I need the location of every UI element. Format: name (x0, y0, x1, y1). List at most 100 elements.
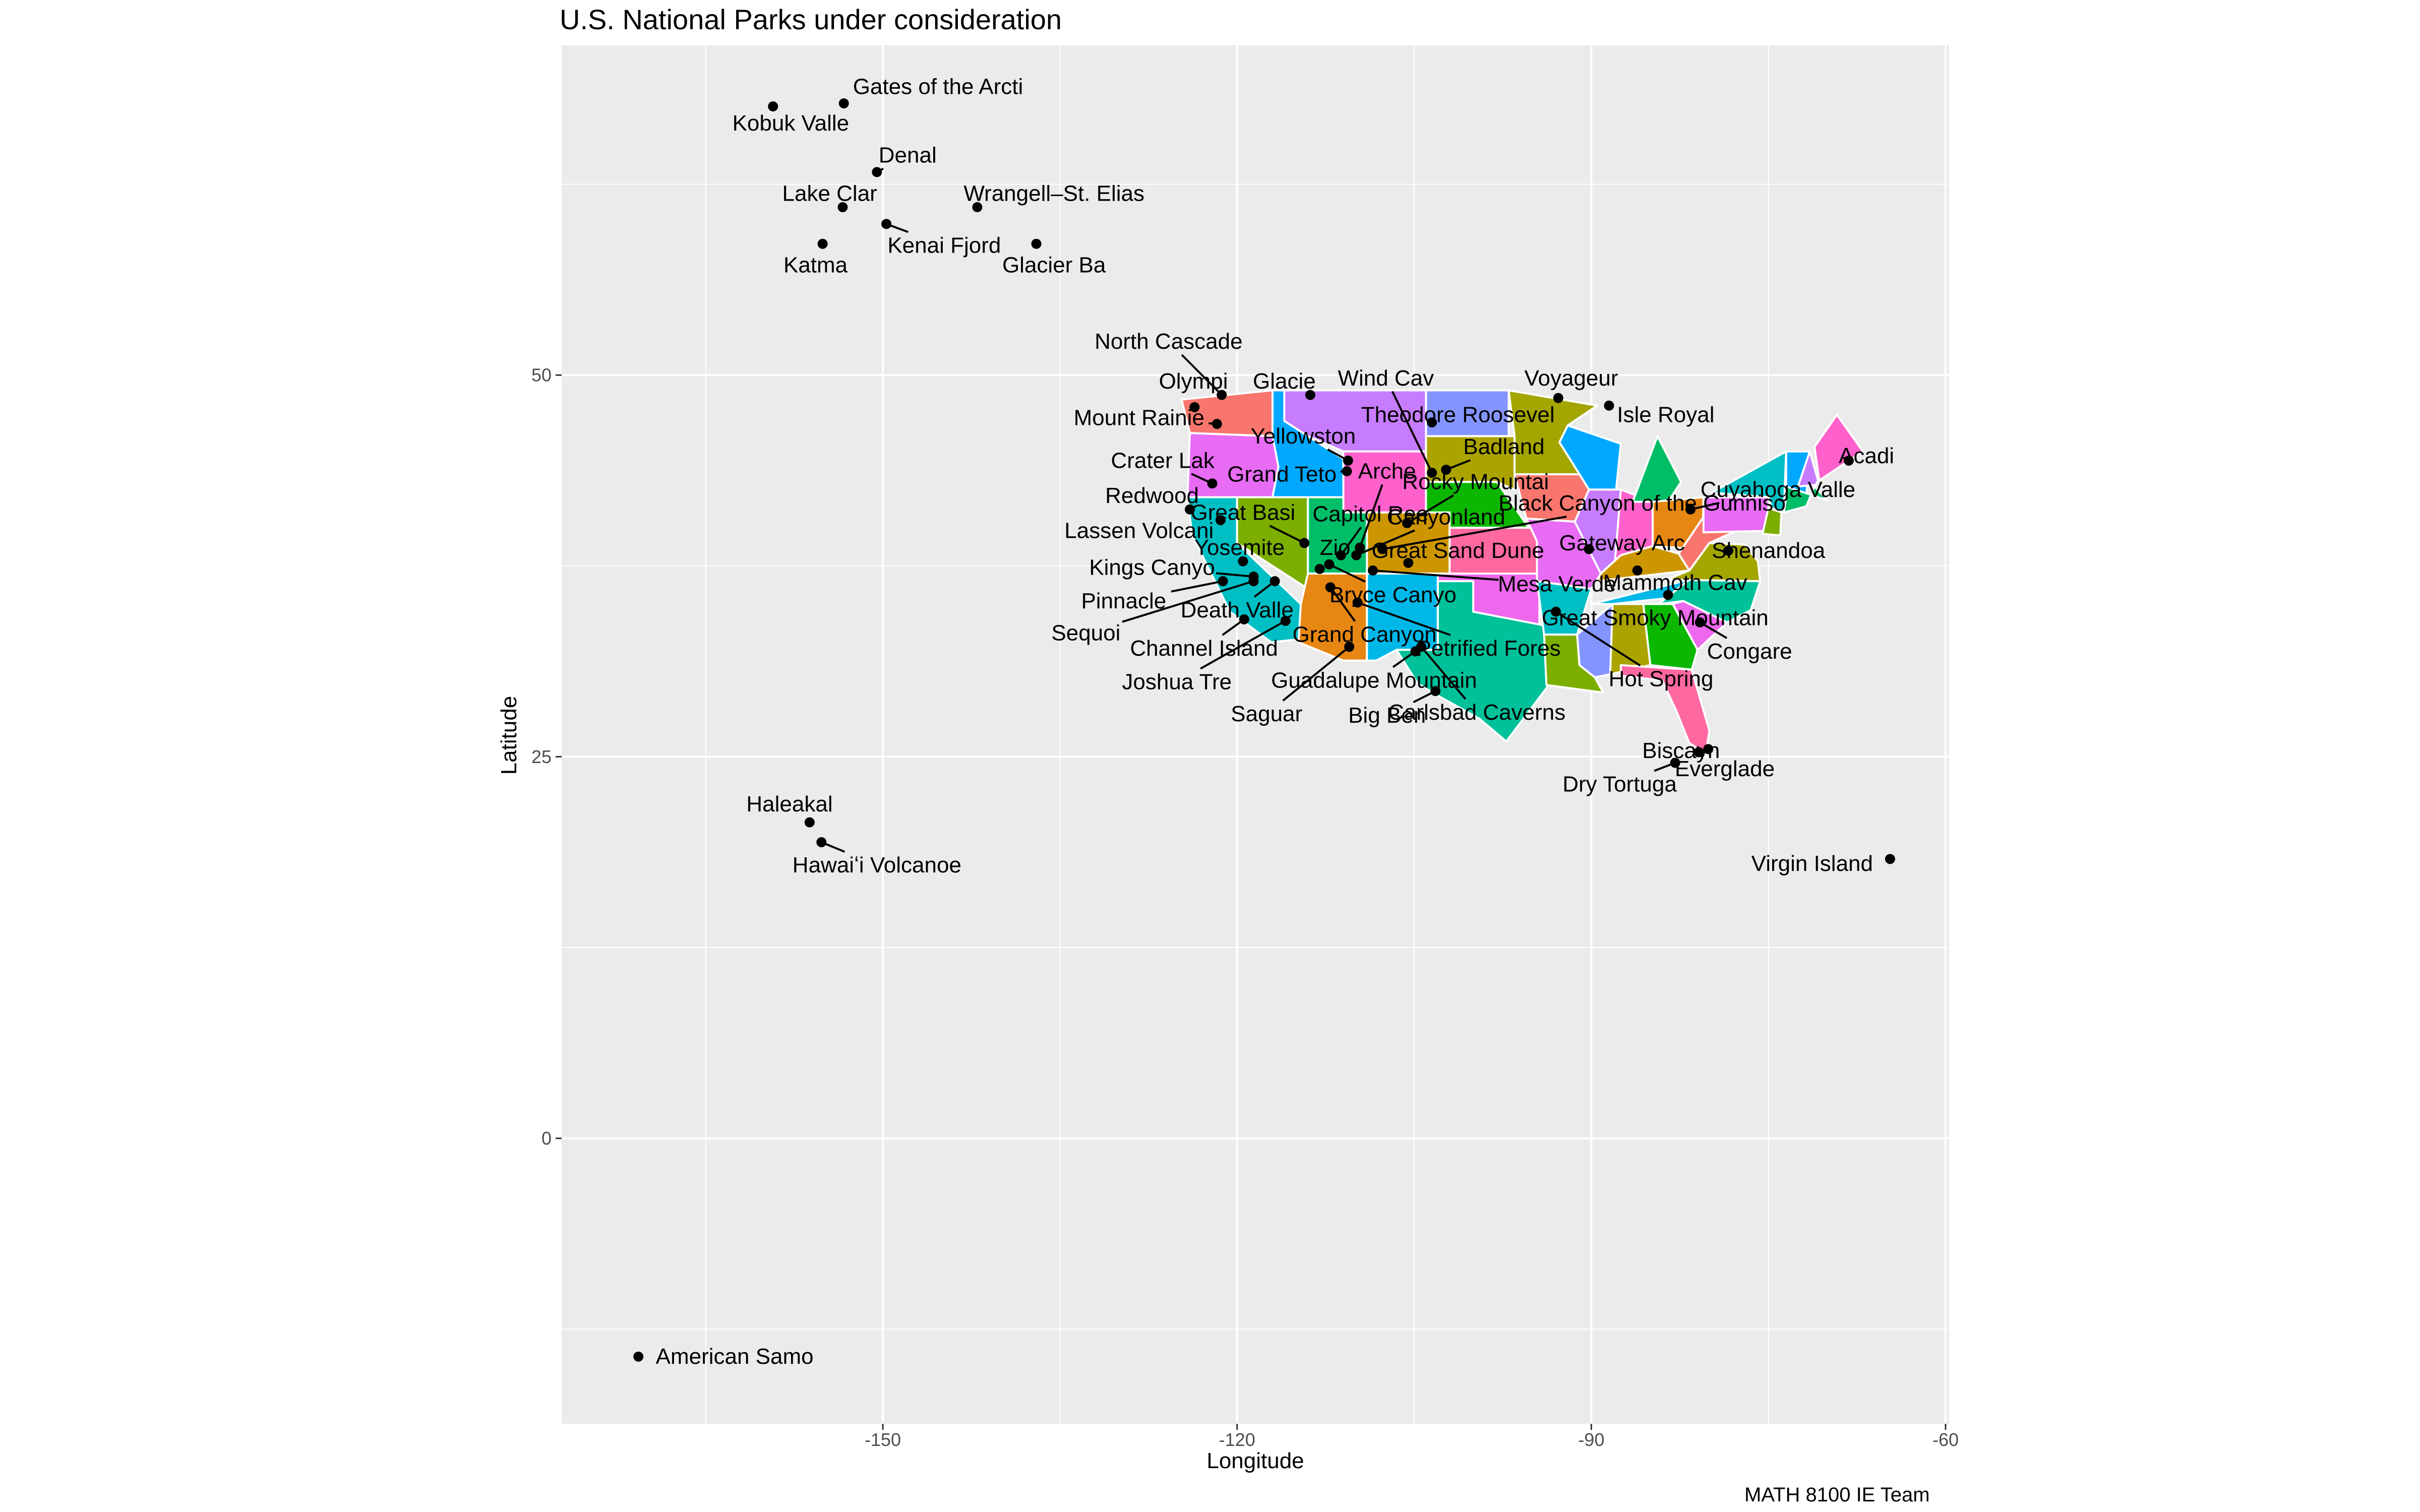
park-label: Death Valle (1181, 598, 1294, 622)
leader-line (1216, 572, 1254, 578)
state-shape (1619, 664, 1711, 755)
park-label: Acadi (1839, 444, 1894, 468)
leader-line (1406, 494, 1454, 524)
x-tick-label: -150 (865, 1429, 901, 1450)
park-point (1343, 455, 1353, 466)
park-point (1305, 390, 1315, 400)
park-label: Glacier Ba (1002, 253, 1106, 278)
x-axis-label: Longitude (1206, 1448, 1304, 1473)
park-label: Great Sand Dune (1371, 538, 1544, 563)
park-point (1238, 556, 1248, 566)
park-label: Arche (1358, 459, 1416, 484)
park-label: Everglade (1675, 757, 1775, 781)
park-label: Capitol Ree (1312, 501, 1428, 526)
park-label: Katma (783, 253, 848, 278)
park-point (1215, 515, 1226, 525)
park-label: Haleakal (746, 792, 832, 816)
plot-panel (562, 45, 1949, 1424)
park-point (1217, 390, 1227, 400)
park-point (1351, 550, 1362, 560)
park-label: Canyonland (1387, 505, 1505, 529)
park-label: Kings Canyo (1089, 555, 1215, 580)
park-point (1430, 686, 1441, 697)
park-label: Hot Spring (1609, 666, 1714, 691)
park-point (1269, 576, 1280, 587)
park-point (1685, 504, 1696, 515)
park-label: Hawaiʻi Volcanoe (793, 853, 961, 877)
park-point (881, 219, 892, 229)
state-shape (1813, 414, 1864, 482)
leader-line (1382, 516, 1567, 550)
park-label: Redwood (1105, 483, 1199, 508)
x-tick-label: -90 (1578, 1429, 1604, 1450)
park-point (972, 202, 983, 213)
park-label: Carlsbad Caverns (1388, 700, 1565, 725)
park-label: Cuyahoga Valle (1701, 477, 1855, 502)
park-point (1185, 504, 1195, 515)
park-label: Mammoth Cav (1603, 571, 1747, 595)
park-point (872, 167, 882, 177)
park-point (1336, 550, 1346, 560)
leader-line (1328, 563, 1366, 583)
park-label: Guadalupe Mountain (1271, 668, 1477, 692)
leader-line (1420, 646, 1467, 700)
y-tick-label: 0 (541, 1128, 552, 1149)
park-label: Biscayn (1642, 738, 1720, 763)
chart-caption: MATH 8100 IE Team (1744, 1484, 1930, 1506)
state-shape (1642, 603, 1699, 671)
park-point (804, 817, 815, 828)
y-tick-label: 25 (531, 746, 552, 767)
park-label: Badland (1463, 434, 1544, 459)
park-point (1218, 576, 1228, 587)
park-label: Congare (1707, 639, 1792, 664)
park-label: Mesa Verde (1498, 572, 1616, 597)
park-label: Wrangell–St. Elias (963, 181, 1144, 206)
park-label: Petrified Fores (1417, 636, 1561, 661)
park-point (1212, 419, 1222, 429)
park-point (1843, 455, 1854, 466)
park-label: Great Basi (1190, 500, 1295, 525)
leader-line (1200, 620, 1286, 670)
y-tick-label: 50 (531, 365, 552, 386)
leader-line (1699, 621, 1728, 639)
park-point (1280, 615, 1291, 626)
park-label: Mount Rainie (1074, 406, 1204, 430)
us-states-map (1180, 389, 1864, 755)
park-label: Great Smoky Mountain (1542, 605, 1769, 630)
leader-line (1171, 580, 1223, 593)
park-point (1325, 582, 1336, 593)
park-point (1248, 576, 1259, 587)
park-point (1352, 597, 1363, 608)
park-label: Yellowston (1250, 424, 1356, 449)
park-label: Yosemite (1194, 535, 1285, 560)
park-label: American Samo (656, 1344, 814, 1369)
leader-line (1269, 525, 1305, 544)
park-label: Dry Tortuga (1562, 772, 1677, 796)
park-label: Big Ben (1348, 703, 1426, 728)
grid-lines (562, 45, 1949, 1424)
park-point (837, 202, 848, 213)
park-label: Channel Island (1130, 636, 1278, 661)
leader-line (1372, 569, 1499, 581)
park-label: Gates of the Arcti (853, 74, 1023, 99)
leader-line (1391, 391, 1433, 473)
park-label: Rocky Mountai (1402, 470, 1549, 494)
park-point (1189, 402, 1200, 412)
park-label: Bryce Canyo (1329, 583, 1457, 607)
park-label: Lassen Volcani (1064, 519, 1214, 543)
park-point (768, 101, 778, 112)
park-label: Zio (1320, 535, 1351, 560)
park-label: Pinnacle (1081, 589, 1166, 613)
park-point (1207, 478, 1218, 489)
axes: -150 -120 -90 -60 0 25 50 (531, 365, 1959, 1450)
park-point (1441, 465, 1451, 475)
park-label: Crater Lak (1111, 448, 1215, 473)
leader-line (1356, 529, 1415, 556)
park-label: Glacie (1253, 369, 1316, 394)
park-point (1885, 854, 1895, 864)
park-point (1604, 400, 1614, 411)
chart-title: U.S. National Parks under consideration (560, 4, 1062, 35)
leader-line (1122, 580, 1254, 623)
park-point (1342, 466, 1352, 477)
